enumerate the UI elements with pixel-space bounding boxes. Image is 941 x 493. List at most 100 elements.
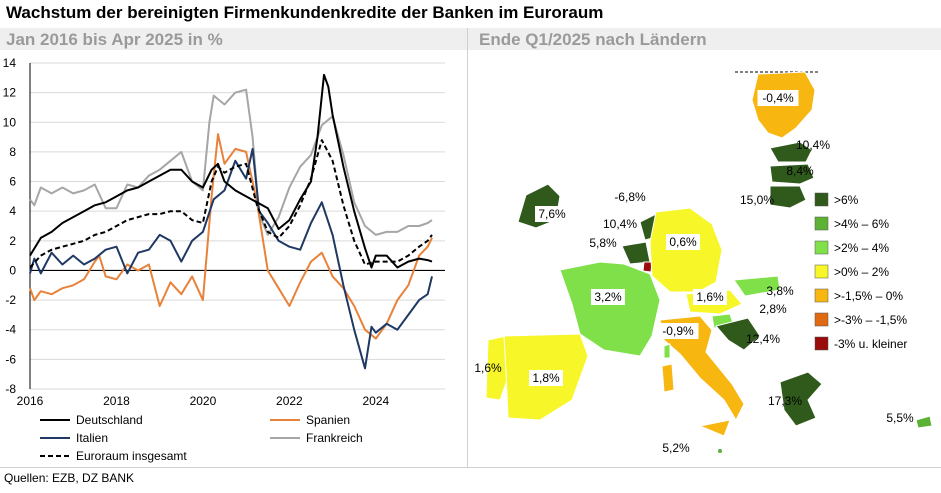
country-malta (718, 449, 722, 453)
y-tick-label: 10 (3, 115, 17, 129)
country-value-de: 0,6% (669, 235, 697, 249)
country-slovakia (733, 275, 781, 297)
y-tick-label: 2 (9, 234, 16, 248)
map-legend-swatch (814, 336, 829, 351)
x-tick-labels: 2016 2018 2020 2022 2024 (17, 394, 390, 408)
country-france (559, 261, 661, 357)
country-luxembourg (642, 261, 653, 273)
country-value-ee: 10,4% (796, 138, 830, 152)
map-legend-swatch (814, 240, 829, 255)
country-belgium (621, 241, 651, 265)
country-value-lu: 5,8% (589, 236, 617, 250)
value-label-box (657, 323, 699, 339)
map-legend-label: >-3% – -1,5% (834, 313, 907, 327)
chart-legend: Deutschland Spanien Italien Frankreich Euror… (40, 413, 363, 463)
series-line-euroraum-insgesamt (29, 139, 433, 269)
y-tick-label: 4 (9, 204, 16, 218)
value-label-box (529, 370, 563, 386)
country-value-sk: 3,8% (766, 284, 794, 298)
x-tick-label: 2024 (362, 394, 389, 408)
x-tick-label: 2016 (17, 394, 44, 408)
country-value-it: -0,9% (662, 324, 694, 338)
country-italy (659, 315, 745, 422)
map-legend-swatch (814, 288, 829, 303)
y-tick-label: 12 (3, 86, 17, 100)
country-value-es: 1,8% (532, 371, 560, 385)
country-value-ie: 7,6% (538, 207, 566, 221)
map-legend-swatch (814, 216, 829, 231)
country-value-labels: -0,4% 10,4% 8,4% 15,0% 7,6% -6,8% 10,4% 5,8% 0,6… (474, 90, 914, 455)
country-lithuania (769, 185, 807, 209)
country-value-gr: 17,3% (768, 394, 802, 408)
country-value-be: 10,4% (603, 217, 637, 231)
value-label-box (666, 234, 700, 250)
map-legend-swatch (814, 192, 829, 207)
country-value-mt: 5,2% (662, 441, 690, 455)
euro-area-map: -0,4% 10,4% 8,4% 15,0% 7,6% -6,8% 10,4% 5,8% 0,6… (474, 71, 933, 455)
country-sicily (698, 419, 731, 437)
legend-label: Frankreich (306, 431, 363, 445)
legend-label: Deutschland (76, 413, 143, 427)
map-legend-label: >6% (834, 193, 859, 207)
left-subtitle: Jan 2016 bis Apr 2025 in % (6, 30, 223, 49)
country-shapes (485, 71, 933, 453)
subtitle-band (0, 28, 941, 50)
country-corsica (663, 343, 671, 359)
legend-label: Euroraum insgesamt (76, 449, 187, 463)
y-tick-label: 8 (9, 145, 16, 159)
series-lines (29, 73, 433, 370)
map-legend-label: >-1,5% – 0% (834, 289, 903, 303)
y-tick-label: 0 (9, 263, 16, 277)
country-sardinia (661, 363, 675, 393)
country-value-pt: 1,6% (474, 361, 502, 375)
country-latvia (769, 163, 815, 185)
value-label-box (591, 289, 625, 305)
map-legend-label: -3% u. kleiner (834, 337, 907, 351)
country-value-nl: -6,8% (614, 190, 646, 204)
y-tick-labels: 14 12 10 8 6 4 2 0 -2 -4 -6 -8 (3, 56, 17, 396)
map-legend-swatch (814, 264, 829, 279)
country-value-fr: 3,2% (594, 290, 622, 304)
series-line-spanien (29, 133, 433, 340)
country-greece (779, 371, 823, 427)
x-tick-label: 2020 (190, 394, 217, 408)
country-value-lv: 8,4% (786, 164, 814, 178)
legend-label: Italien (76, 431, 108, 445)
map-legend-label: >4% – 6% (834, 217, 889, 231)
value-label-box (693, 289, 727, 305)
country-portugal (485, 335, 511, 401)
map-legend-swatch (814, 312, 829, 327)
line-chart: 14 12 10 8 6 4 2 0 -2 -4 -6 -8 2016 2018 2020 2022 2024… (3, 56, 445, 463)
series-line-deutschland (29, 73, 433, 269)
source-note: Quellen: EZB, DZ BANK (4, 471, 135, 485)
x-tick-label: 2018 (103, 394, 130, 408)
country-value-hr: 12,4% (746, 332, 780, 346)
country-cyprus (915, 415, 933, 429)
country-value-lt: 15,0% (740, 193, 774, 207)
country-croatia (715, 317, 761, 351)
y-tick-label: 14 (3, 56, 17, 70)
value-label-box (535, 206, 569, 222)
country-value-at: 1,6% (696, 290, 724, 304)
figure-title: Wachstum der bereinigten Firmenkundenkre… (6, 3, 604, 22)
map-legend-label: >0% – 2% (834, 265, 889, 279)
x-tick-label: 2022 (276, 394, 303, 408)
series-line-frankreich (29, 88, 433, 236)
country-value-si: 2,8% (759, 302, 787, 316)
y-tick-label: -6 (5, 352, 16, 366)
panel-divider (467, 28, 468, 468)
y-tick-label: 6 (9, 175, 16, 189)
grid-lines (29, 62, 445, 390)
y-tick-label: -4 (5, 323, 16, 337)
legend-label: Spanien (306, 413, 350, 427)
right-subtitle: Ende Q1/2025 nach Ländern (479, 30, 707, 49)
y-tick-label: -8 (5, 382, 16, 396)
map-legend-label: >2% – 4% (834, 241, 889, 255)
y-tick-label: -2 (5, 293, 16, 307)
country-value-cy: 5,5% (886, 411, 914, 425)
footer-divider (0, 467, 941, 468)
country-estonia (769, 141, 813, 163)
country-value-fi: -0,4% (762, 91, 794, 105)
map-legend: >6% >4% – 6% >2% – 4% >0% – 2% >-1,5% – 0% >-… (814, 192, 907, 351)
